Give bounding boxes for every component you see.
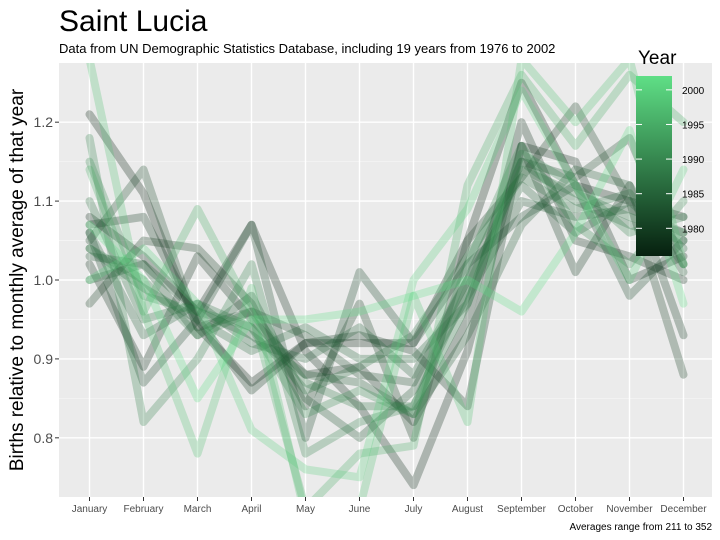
legend-tick-label: 1985 [682,190,705,201]
series-line-1985 [85,181,688,379]
y-axis-ticks: 0.8 0.9 1.0 1.1 1.2 [34,114,59,446]
series-line-1988 [85,165,688,411]
series-line-1998 [86,63,688,497]
series-line-1978 [85,118,688,427]
legend-tick-label: 1995 [682,120,705,131]
series-line-2002 [85,126,688,403]
grid-minor [59,161,712,399]
series-line-1977 [85,141,688,490]
x-tick-label: September [497,504,547,515]
legend-tick-label: 1990 [682,155,705,166]
series-line-2000 [85,86,688,482]
x-tick-label: December [660,504,707,515]
x-tick-label: March [184,504,212,515]
x-tick-label: April [241,504,261,515]
x-tick-label: June [349,504,371,515]
series-line-1986 [85,157,688,363]
series-line-1989 [85,133,688,458]
legend-tick-label: 1980 [682,224,705,235]
series-line-1984 [85,165,688,419]
chart-title: Saint Lucia [59,5,208,38]
x-tick-label: August [452,504,483,515]
legend: Year 1980 1985 1990 1995 2000 [636,48,705,256]
series-line-1987 [85,173,688,395]
series-line-1983 [85,197,688,442]
y-axis-label: Births relative to monthly average of th… [7,88,28,471]
series-line-1980 [85,102,688,442]
legend-tick-label: 2000 [682,86,705,97]
x-axis-ticks: January February March April May June July Augu… [72,497,707,515]
series-line-1979 [85,141,688,411]
legend-ticks: 1980 1985 1990 1995 2000 [636,86,705,235]
legend-colorbar [636,76,672,256]
x-tick-label: February [123,504,163,515]
x-tick-label: July [405,504,423,515]
series-line-1982 [85,133,688,387]
y-tick-label: 1.2 [34,114,54,130]
chart-caption: Averages range from 211 to 352 [570,522,713,533]
x-tick-label: May [296,504,315,515]
legend-title: Year [638,48,677,69]
y-tick-label: 1.0 [34,272,54,288]
chart-subtitle: Data from UN Demographic Statistics Data… [59,41,555,56]
grid-major [59,63,712,497]
x-tick-label: January [72,504,108,515]
y-tick-label: 0.9 [34,351,54,367]
x-tick-label: November [606,504,653,515]
series-layer [85,63,688,497]
series-line-1990 [85,141,688,419]
x-tick-label: October [558,504,594,515]
y-tick-label: 1.1 [34,193,54,209]
series-line-1981 [85,181,688,442]
y-tick-label: 0.8 [34,430,54,446]
series-line-1976 [85,78,688,387]
series-line-1995 [85,70,688,497]
